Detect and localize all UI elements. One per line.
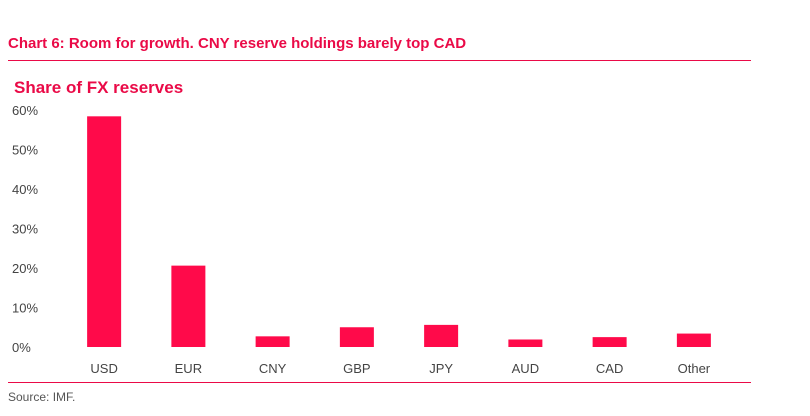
x-tick-label: GBP [343, 361, 370, 376]
x-tick-label: USD [90, 361, 117, 376]
y-tick-label: 30% [12, 222, 38, 237]
chart-title: Chart 6: Room for growth. CNY reserve ho… [8, 35, 467, 52]
source-note: Source: IMF. [8, 390, 76, 404]
bar [339, 327, 374, 347]
bar [676, 333, 711, 347]
y-tick-label: 50% [12, 143, 38, 158]
bar [592, 337, 627, 347]
x-tick-label: AUD [512, 361, 539, 376]
bar [87, 116, 122, 347]
x-tick-label: CAD [596, 361, 623, 376]
footer-divider [8, 382, 751, 383]
bar [171, 265, 206, 347]
x-tick-label: Other [678, 361, 711, 376]
title-divider [8, 60, 751, 61]
y-tick-label: 60% [12, 103, 38, 118]
y-tick-label: 0% [12, 340, 31, 355]
x-tick-label: JPY [429, 361, 453, 376]
y-tick-label: 20% [12, 261, 38, 276]
bar [255, 336, 290, 347]
chart-subtitle: Share of FX reserves [14, 78, 184, 97]
x-tick-label: EUR [175, 361, 202, 376]
bar [424, 324, 459, 347]
y-tick-label: 40% [12, 182, 38, 197]
x-tick-label: CNY [259, 361, 287, 376]
y-tick-label: 10% [12, 301, 38, 316]
bar [508, 339, 543, 347]
